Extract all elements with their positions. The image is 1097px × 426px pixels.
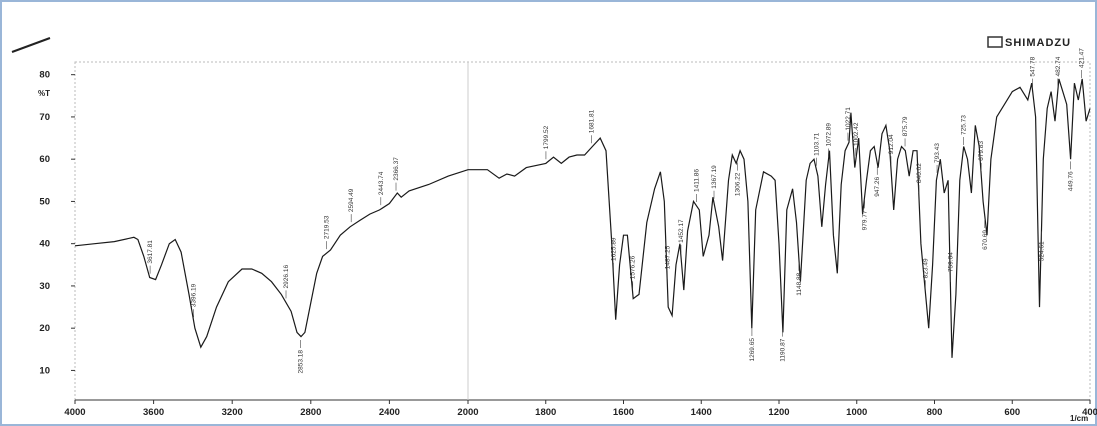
peak-label: 912.04: [888, 134, 895, 154]
y-tick-label: 80: [39, 70, 50, 81]
x-tick-label: 400: [1082, 407, 1097, 418]
x-label: 1/cm: [1070, 414, 1088, 423]
peak-label: 1681.81: [589, 109, 596, 133]
y-tick-label: 50: [39, 196, 50, 207]
y-tick-label: 10: [39, 365, 50, 376]
peak-label: 1487.25: [664, 245, 671, 269]
x-tick-label: 3600: [143, 407, 164, 418]
peak-label: 670.69: [982, 230, 989, 250]
y-tick-label: 40: [39, 239, 50, 250]
peak-label: 421.47: [1079, 48, 1086, 68]
peak-label: 1411.86: [694, 169, 701, 192]
spectrum-line: [74, 78, 1091, 358]
peak-label: 759.04: [947, 252, 954, 272]
peak-label: 3617.81: [147, 240, 154, 264]
pen-mark: [11, 37, 51, 53]
logo-box: [987, 36, 1003, 48]
peak-label: 947.26: [874, 176, 881, 196]
peak-label: 875.79: [902, 116, 909, 136]
peak-label: 1576.26: [630, 255, 637, 279]
y-tick-label: 20: [39, 323, 50, 334]
peak-label: 449.76: [1068, 171, 1075, 191]
peak-label: 725.73: [960, 115, 967, 135]
peak-label: 1269.65: [749, 338, 756, 362]
y-tick-label: 70: [39, 112, 50, 123]
peak-label: 2719.53: [324, 215, 331, 239]
peak-label: 1148.88: [796, 272, 803, 295]
peak-label: 524.61: [1039, 241, 1046, 261]
y-tick-label: 30: [39, 281, 50, 292]
peak-label: 2926.16: [283, 265, 290, 289]
y-tick-label: 60: [39, 154, 50, 165]
x-tick-label: 1600: [613, 407, 634, 418]
peak-label: 1799.52: [543, 125, 550, 149]
peak-label: 1072.89: [825, 123, 832, 147]
peak-label: 1022.71: [845, 107, 852, 131]
brand: SHIMADZU: [1005, 37, 1071, 49]
x-tick-label: 2400: [379, 407, 400, 418]
peak-label: 823.49: [922, 258, 929, 278]
x-tick-label: 1400: [691, 407, 712, 418]
peak-label: 1306.22: [735, 172, 742, 196]
peak-label: 840.02: [916, 163, 923, 183]
peak-label: 482.74: [1055, 56, 1062, 76]
peak-label: 547.78: [1030, 56, 1037, 76]
x-tick-label: 2800: [300, 407, 321, 418]
peak-label: 2443.74: [378, 171, 385, 195]
peak-label: 1002.42: [853, 122, 860, 146]
peak-label: 1625.89: [610, 237, 617, 261]
x-tick-label: 1200: [768, 407, 789, 418]
x-tick-label: 3200: [222, 407, 243, 418]
peak-label: 679.83: [978, 141, 985, 161]
x-tick-label: 4000: [64, 407, 85, 418]
x-tick-label: 2000: [457, 407, 478, 418]
x-tick-label: 600: [1004, 407, 1020, 418]
peak-label: 1190.87: [780, 338, 787, 361]
peak-label: 3396.19: [191, 283, 198, 307]
peak-label: 1103.71: [813, 132, 820, 155]
peak-label: 979.77: [862, 210, 869, 230]
x-tick-label: 800: [927, 407, 943, 418]
x-tick-label: 1000: [846, 407, 867, 418]
peak-label: 1367.19: [711, 165, 718, 189]
peak-label: 2594.49: [348, 188, 355, 212]
y-label: %T: [38, 89, 50, 98]
peak-label: 2366.37: [393, 157, 400, 181]
peak-label: 793.43: [934, 143, 941, 163]
peak-label: 2853.18: [297, 350, 304, 374]
x-tick-label: 1800: [535, 407, 556, 418]
peak-label: 1452.17: [678, 219, 685, 243]
